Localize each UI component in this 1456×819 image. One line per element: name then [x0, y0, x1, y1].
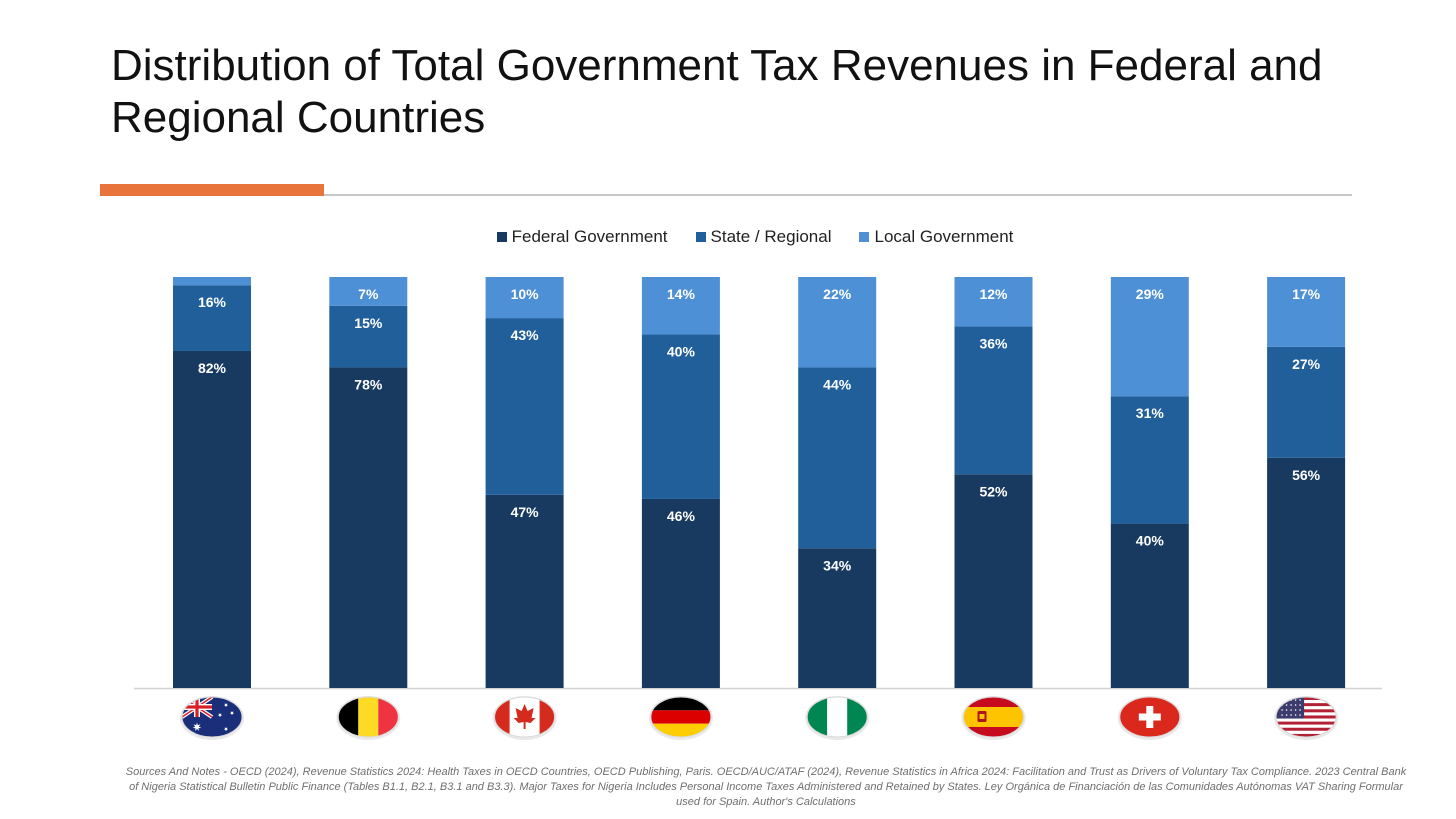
flag-outline [806, 696, 868, 738]
bar-state-regional-switzerland [1110, 396, 1189, 524]
bar-federal-government-nigeria [798, 548, 877, 688]
legend-label-federal: Federal Government [511, 227, 668, 246]
bar-local-government-germany [641, 277, 720, 335]
title-divider [100, 194, 1352, 196]
bar-state-regional-canada [485, 318, 564, 495]
legend-item-state: State / Regional [695, 227, 832, 247]
data-label: 12% [979, 286, 1008, 302]
belgium-flag [338, 697, 399, 737]
data-label: 7% [358, 286, 379, 302]
usa-flag [1276, 697, 1337, 737]
bar-state-regional-nigeria [798, 367, 877, 549]
bar-state-regional-united-states [1267, 346, 1346, 458]
legend-swatch-local [859, 232, 870, 242]
data-label: 36% [979, 335, 1008, 351]
flag-outline [494, 696, 556, 738]
data-label: 78% [354, 376, 383, 392]
data-label: 47% [511, 504, 540, 520]
bar-federal-government-switzerland [1110, 523, 1189, 688]
bar-local-government-nigeria [798, 277, 877, 368]
data-label: 17% [1292, 286, 1321, 302]
flag-outline [1119, 696, 1181, 738]
data-label: 31% [1136, 405, 1165, 421]
data-label: 10% [511, 286, 540, 302]
source-notes: Sources And Notes - OECD (2024), Revenue… [125, 766, 1407, 808]
data-label: 46% [667, 508, 696, 524]
switzerland-flag [1119, 697, 1180, 737]
bar-federal-government-canada [485, 494, 564, 688]
data-label: 56% [1292, 467, 1321, 483]
page-title: Distribution of Total Government Tax Rev… [111, 41, 1323, 142]
nigeria-flag [807, 697, 868, 737]
bar-local-government-switzerland [1110, 277, 1189, 397]
data-label: 34% [823, 557, 852, 573]
chart-legend: Federal Government State / Regional Loca… [0, 227, 1456, 247]
bar-federal-government-germany [641, 498, 720, 688]
data-label: 22% [823, 286, 852, 302]
data-label: 82% [198, 360, 227, 376]
data-label: 15% [354, 315, 383, 331]
bar-state-regional-germany [641, 334, 720, 499]
flag-outline [963, 696, 1024, 738]
legend-item-local: Local Government [859, 227, 1013, 247]
bar-state-regional-australia [173, 285, 251, 351]
legend-swatch-federal [496, 232, 507, 242]
data-label: 43% [511, 327, 540, 343]
bar-local-government-belgium [329, 277, 408, 306]
bar-local-government-canada [485, 277, 564, 319]
flag-outline [337, 696, 399, 738]
bar-local-government-australia [173, 277, 251, 286]
bar-local-government-spain [954, 277, 1033, 327]
data-label: 40% [667, 344, 696, 360]
data-label: 29% [1136, 286, 1165, 302]
data-label: 52% [979, 483, 1008, 499]
legend-label-state: State / Regional [710, 227, 832, 246]
legend-label-local: Local Government [874, 227, 1014, 246]
bar-local-government-united-states [1267, 277, 1346, 347]
bar-federal-government-united-states [1267, 457, 1346, 688]
spain-flag [963, 697, 1024, 737]
data-label: 27% [1292, 356, 1321, 372]
germany-flag [650, 697, 711, 737]
bar-state-regional-spain [954, 326, 1033, 475]
flag-outline [181, 696, 243, 738]
legend-swatch-state [695, 232, 706, 242]
legend-item-federal: Federal Government [496, 227, 668, 247]
bar-state-regional-belgium [329, 305, 408, 368]
data-label: 16% [198, 294, 227, 310]
flag-outline [1275, 696, 1337, 738]
data-label: 14% [667, 286, 696, 302]
flag-outline [650, 696, 712, 738]
bar-federal-government-spain [954, 474, 1033, 688]
bar-federal-government-belgium [329, 367, 408, 688]
data-label: 44% [823, 376, 852, 392]
title-accent-bar [100, 184, 324, 196]
data-label: 40% [1136, 533, 1165, 549]
bar-federal-government-australia [173, 350, 251, 688]
